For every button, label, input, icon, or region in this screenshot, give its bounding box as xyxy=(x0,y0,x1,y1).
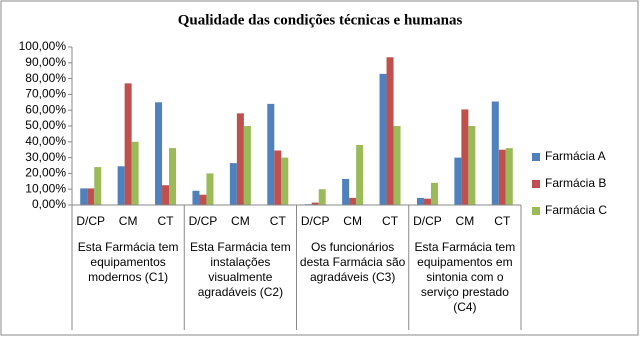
legend-label: Farmácia B xyxy=(545,176,606,190)
bar xyxy=(192,190,200,205)
y-tick-label: 40,00% xyxy=(25,134,66,148)
bar xyxy=(267,103,275,205)
legend-label: Farmácia C xyxy=(545,203,607,217)
legend-swatch xyxy=(532,153,540,161)
bar xyxy=(162,185,170,205)
bar xyxy=(342,178,350,205)
x-tick-label: CM xyxy=(343,214,362,228)
bar xyxy=(454,157,462,205)
bar xyxy=(318,189,326,205)
group-label: Os funcionários desta Farmácia são agrad… xyxy=(299,240,406,284)
legend-swatch xyxy=(532,207,540,215)
group-label: Esta Farmácia tem equipamentos modernos … xyxy=(77,240,179,284)
group-label: Esta Farmácia tem equipamentos em sinton… xyxy=(414,240,516,314)
bar xyxy=(155,102,163,205)
x-tick-label: CT xyxy=(270,214,287,228)
x-tick-label: CM xyxy=(231,214,250,228)
x-tick-label: CT xyxy=(494,214,511,228)
y-tick-label: 50,00% xyxy=(25,118,66,132)
bar xyxy=(199,194,207,205)
y-tick-label: 90,00% xyxy=(25,55,66,69)
bar xyxy=(117,166,125,205)
x-tick-label: CT xyxy=(158,214,175,228)
bar xyxy=(236,113,244,205)
bar xyxy=(468,126,476,205)
bar xyxy=(498,149,506,205)
bar xyxy=(356,144,364,205)
y-tick-label: 100,00% xyxy=(19,39,67,53)
bar xyxy=(379,73,387,205)
bar xyxy=(349,197,357,205)
bar xyxy=(461,109,469,205)
bar xyxy=(416,197,424,205)
x-tick-label: D/CP xyxy=(413,214,442,228)
y-tick-label: 70,00% xyxy=(25,87,66,101)
y-tick-label: 10,00% xyxy=(25,181,66,195)
bar xyxy=(169,148,177,205)
x-tick-label: CM xyxy=(456,214,475,228)
y-tick-label: 20,00% xyxy=(25,166,66,180)
y-tick-label: 0,00% xyxy=(32,197,66,211)
bar xyxy=(386,57,394,205)
group-label: Esta Farmácia tem instalações visualment… xyxy=(190,240,291,299)
bar xyxy=(491,101,499,205)
bar xyxy=(430,182,438,205)
bar xyxy=(311,202,319,205)
bar xyxy=(87,188,95,205)
bar xyxy=(131,141,139,205)
bar xyxy=(274,150,282,205)
x-tick-label: D/CP xyxy=(189,214,218,228)
bar xyxy=(281,157,289,205)
x-tick-label: CM xyxy=(119,214,138,228)
bar xyxy=(94,167,102,205)
x-tick-label: CT xyxy=(382,214,399,228)
y-tick-label: 30,00% xyxy=(25,150,66,164)
bar xyxy=(206,173,214,205)
bar xyxy=(124,83,132,205)
y-tick-label: 80,00% xyxy=(25,71,66,85)
bar xyxy=(423,198,431,205)
x-tick-label: D/CP xyxy=(76,214,105,228)
y-tick-label: 60,00% xyxy=(25,102,66,116)
bar xyxy=(393,126,401,205)
bar xyxy=(243,126,251,205)
bar xyxy=(80,188,88,205)
chart-title: Qualidade das condições técnicas e human… xyxy=(178,12,463,28)
legend-label: Farmácia A xyxy=(545,149,606,163)
x-tick-label: D/CP xyxy=(301,214,330,228)
bar xyxy=(505,148,513,205)
legend-swatch xyxy=(532,180,540,188)
bar xyxy=(229,163,237,205)
